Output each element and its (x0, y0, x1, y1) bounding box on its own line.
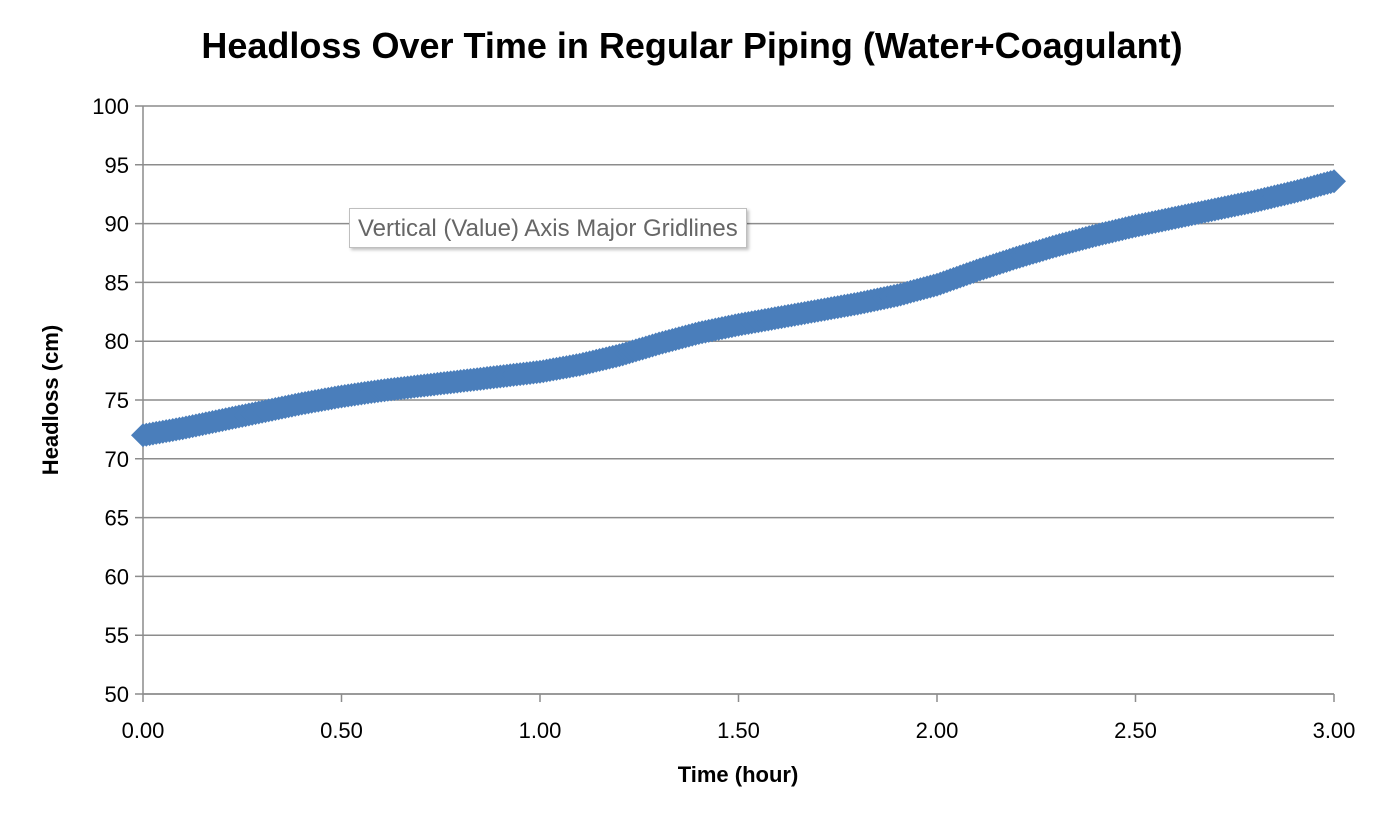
chart-title: Headloss Over Time in Regular Piping (Wa… (201, 25, 1182, 66)
y-tick-label: 75 (105, 388, 129, 413)
x-tick-label: 1.00 (519, 718, 562, 743)
y-tick-label: 95 (105, 153, 129, 178)
x-tick-labels: 0.00 0.50 1.00 1.50 2.00 2.50 3.00 (122, 718, 1356, 743)
x-tick-label: 0.00 (122, 718, 165, 743)
gridlines-tooltip: Vertical (Value) Axis Major Gridlines (349, 208, 747, 248)
y-tick-label: 70 (105, 447, 129, 472)
data-point (1322, 169, 1346, 194)
x-tick-label: 2.50 (1114, 718, 1157, 743)
x-tick-label: 0.50 (320, 718, 363, 743)
x-axis-label: Time (hour) (678, 762, 799, 787)
y-tick-label: 100 (92, 94, 129, 119)
y-axis-label: Headloss (cm) (38, 325, 63, 475)
y-tick-label: 65 (105, 506, 129, 531)
x-tick-label: 3.00 (1313, 718, 1356, 743)
y-tick-label: 85 (105, 270, 129, 295)
x-tick-label: 1.50 (717, 718, 760, 743)
data-series[interactable] (131, 169, 1346, 448)
y-tick-label: 50 (105, 682, 129, 707)
x-tick-label: 2.00 (916, 718, 959, 743)
y-tick-label: 60 (105, 564, 129, 589)
y-tick-label: 90 (105, 212, 129, 237)
y-tick-labels: 50 55 60 65 70 75 80 85 90 95 100 (92, 94, 129, 707)
y-tick-label: 55 (105, 623, 129, 648)
axes (142, 106, 1335, 702)
y-tick-label: 80 (105, 329, 129, 354)
